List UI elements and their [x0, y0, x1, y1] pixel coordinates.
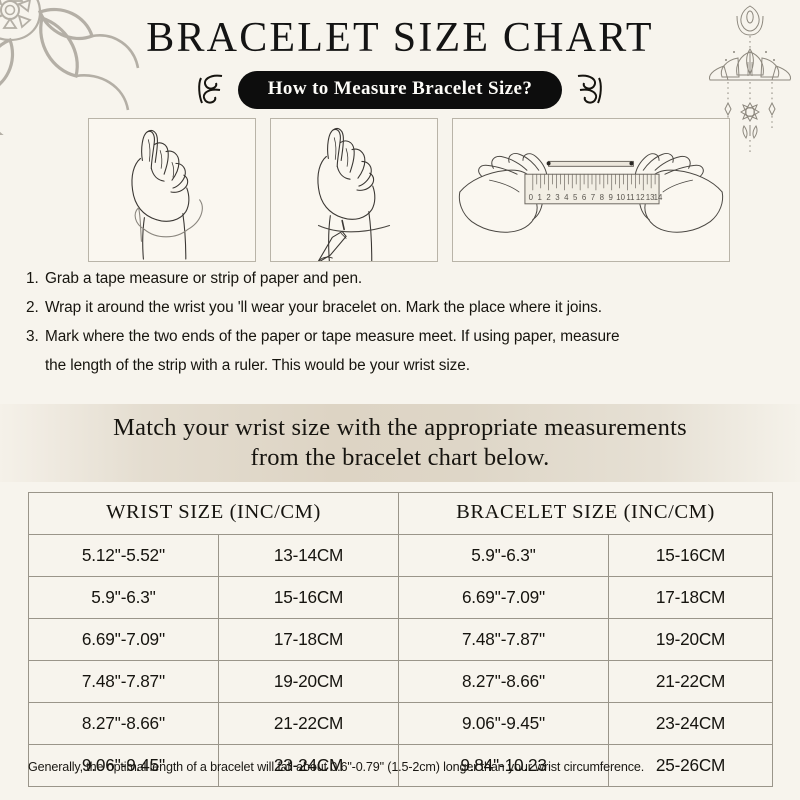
- svg-text:11: 11: [626, 193, 634, 202]
- cell-wrist-inch: 6.69''-7.09'': [28, 618, 219, 661]
- illustration-hand-with-tape-loop: [88, 118, 256, 262]
- banner-line-2: from the bracelet chart below.: [250, 444, 550, 471]
- size-table-wrapper: WRIST SIZE (INC/CM) BRACELET SIZE (INC/C…: [27, 492, 774, 787]
- ornament-flourish-icon: [196, 70, 226, 110]
- cell-bracelet-inch: 5.9''-6.3'': [398, 534, 610, 577]
- cell-wrist-inch: 9.06''-9.45'': [28, 744, 219, 787]
- step-number: 3.: [26, 327, 39, 345]
- column-header-wrist-size: WRIST SIZE (INC/CM): [27, 492, 400, 535]
- svg-text:13: 13: [646, 193, 655, 202]
- cell-bracelet-inch: 6.69''-7.09'': [398, 576, 610, 619]
- cell-wrist-inch: 7.48''-7.87'': [28, 660, 219, 703]
- svg-text:3: 3: [555, 193, 560, 202]
- svg-text:12: 12: [636, 193, 645, 202]
- cell-bracelet-cm: 15-16CM: [608, 534, 774, 577]
- cell-bracelet-cm: 25-26CM: [608, 744, 774, 787]
- cell-bracelet-cm: 19-20CM: [608, 618, 774, 661]
- cell-wrist-cm: 17-18CM: [217, 618, 400, 661]
- svg-text:7: 7: [591, 193, 595, 202]
- table-row: 5.9''-6.3'' 15-16CM 6.69''-7.09'' 17-18C…: [28, 576, 774, 619]
- ornament-flourish-icon: [574, 70, 604, 110]
- svg-text:10: 10: [616, 193, 625, 202]
- svg-text:0: 0: [529, 193, 534, 202]
- cell-bracelet-inch: 7.48''-7.87'': [398, 618, 610, 661]
- table-row: 7.48''-7.87'' 19-20CM 8.27''-8.66'' 21-2…: [28, 660, 774, 703]
- table-row: 6.69''-7.09'' 17-18CM 7.48''-7.87'' 19-2…: [28, 618, 774, 661]
- table-row: 5.12''-5.52'' 13-14CM 5.9''-6.3'' 15-16C…: [28, 534, 774, 577]
- cell-bracelet-cm: 17-18CM: [608, 576, 774, 619]
- step-number: 2.: [26, 298, 39, 316]
- measure-steps-list: 1. Grab a tape measure or strip of paper…: [26, 268, 786, 384]
- cell-wrist-cm: 13-14CM: [217, 534, 400, 577]
- cell-wrist-inch: 8.27''-8.66'': [28, 702, 219, 745]
- how-to-measure-label: How to Measure Bracelet Size?: [237, 71, 563, 109]
- match-size-banner: Match your wrist size with the appropria…: [0, 404, 800, 482]
- cell-wrist-inch: 5.12''-5.52'': [28, 534, 219, 577]
- cell-bracelet-cm: 23-24CM: [608, 702, 774, 745]
- banner-line-1: Match your wrist size with the appropria…: [113, 413, 687, 441]
- list-item: 3. Mark where the two ends of the paper …: [26, 326, 786, 348]
- list-item: 2. Wrap it around the wrist you 'll wear…: [26, 297, 786, 319]
- cell-bracelet-inch: 9.84''-10.23: [398, 744, 610, 787]
- cell-wrist-cm: 23-24CM: [217, 744, 400, 787]
- table-row: 8.27''-8.66'' 21-22CM 9.06''-9.45'' 23-2…: [28, 702, 774, 745]
- bracelet-size-table: WRIST SIZE (INC/CM) BRACELET SIZE (INC/C…: [27, 492, 774, 787]
- footer-note: Generally, the optimal length of a brace…: [28, 760, 645, 774]
- cell-bracelet-inch: 9.06''-9.45'': [398, 702, 610, 745]
- svg-text:2: 2: [546, 193, 550, 202]
- cell-wrist-cm: 19-20CM: [217, 660, 400, 703]
- cell-wrist-cm: 21-22CM: [217, 702, 400, 745]
- step-text: Wrap it around the wrist you 'll wear yo…: [45, 298, 602, 316]
- table-header-row: WRIST SIZE (INC/CM) BRACELET SIZE (INC/C…: [27, 492, 774, 535]
- list-item-continuation: the length of the strip with a ruler. Th…: [26, 355, 786, 377]
- illustration-hand-marking-tape-with-pen: [270, 118, 438, 262]
- page-title: BRACELET SIZE CHART: [146, 15, 654, 61]
- cell-bracelet-cm: 21-22CM: [608, 660, 774, 703]
- list-item: 1. Grab a tape measure or strip of paper…: [26, 268, 786, 290]
- table-row: 9.06''-9.45'' 23-24CM 9.84''-10.23 25-26…: [28, 744, 774, 787]
- cell-bracelet-inch: 8.27''-8.66'': [398, 660, 610, 703]
- step-number: 1.: [26, 270, 39, 287]
- step-text-continued: the length of the strip with a ruler. Th…: [45, 356, 470, 374]
- svg-text:1: 1: [538, 193, 542, 202]
- subtitle-row: How to Measure Bracelet Size?: [0, 70, 800, 110]
- cell-wrist-inch: 5.9''-6.3'': [28, 576, 219, 619]
- cell-wrist-cm: 15-16CM: [217, 576, 400, 619]
- column-header-bracelet-size: BRACELET SIZE (INC/CM): [398, 492, 774, 535]
- step-text: Mark where the two ends of the paper or …: [45, 327, 620, 345]
- svg-text:14: 14: [654, 193, 663, 202]
- step-text: Grab a tape measure or strip of paper an…: [45, 270, 363, 287]
- svg-text:4: 4: [564, 193, 569, 202]
- svg-text:6: 6: [582, 193, 587, 202]
- svg-text:8: 8: [600, 193, 605, 202]
- svg-text:5: 5: [573, 193, 578, 202]
- svg-text:9: 9: [609, 193, 613, 202]
